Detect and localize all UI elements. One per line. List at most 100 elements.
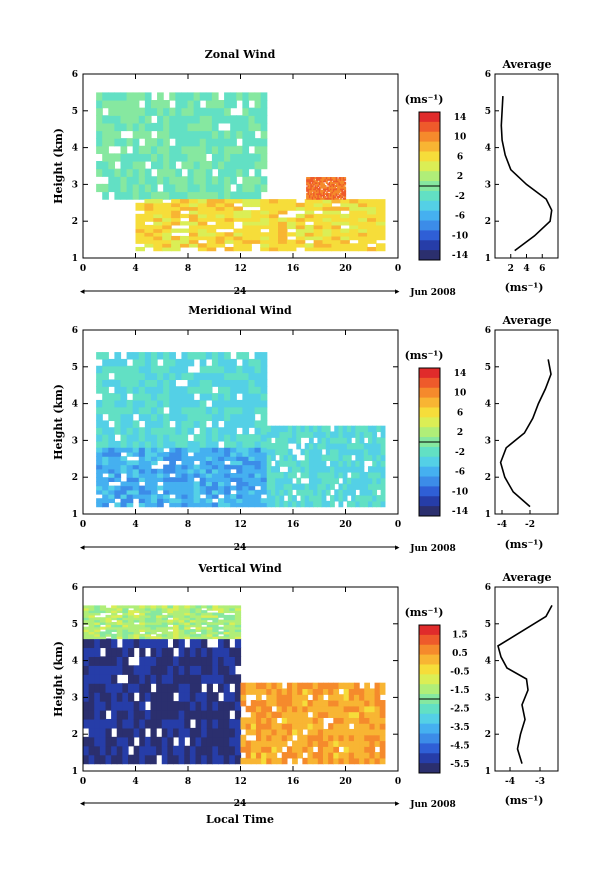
heatmap-cell	[308, 192, 311, 195]
heatmap-cell	[295, 235, 306, 241]
heatmap-cell	[218, 683, 225, 693]
heatmap-cell	[218, 612, 225, 616]
heatmap-cell	[114, 153, 122, 162]
heatmap-cell	[317, 500, 323, 508]
heatmap-cell	[206, 228, 217, 233]
heatmap-cell	[355, 454, 361, 461]
heatmap-cell	[224, 502, 231, 508]
heatmap-cell	[139, 692, 146, 702]
heatmap-cell	[197, 217, 208, 222]
heatmap-cell	[205, 464, 213, 470]
heatmap-cell	[331, 195, 334, 199]
heatmap-cell	[169, 502, 176, 508]
heatmap-cell	[338, 757, 345, 765]
heatmap-cell	[269, 210, 279, 215]
heatmap-cell	[175, 399, 183, 408]
heatmap-cell	[223, 638, 230, 649]
colorbar-swatch	[419, 200, 440, 212]
heatmap-cell	[353, 682, 360, 690]
heatmap-cell	[248, 420, 256, 428]
heatmap-cell	[215, 224, 226, 230]
heatmap-cell	[199, 168, 207, 177]
heatmap-cell	[206, 692, 213, 702]
heatmap-cell	[287, 454, 293, 461]
heatmap-cell	[163, 451, 170, 457]
heatmap-cell	[315, 181, 318, 184]
heatmap-cell	[199, 477, 207, 483]
heatmap-cell	[292, 483, 297, 490]
heatmap-cell	[236, 498, 243, 504]
heatmap-cell	[224, 481, 231, 487]
heatmap-cell	[353, 694, 360, 701]
heatmap-cell	[254, 161, 262, 170]
heatmap-cell	[234, 612, 242, 616]
heatmap-cell	[248, 451, 256, 457]
heatmap-cell	[181, 494, 189, 499]
average-y-tick-label: 4	[485, 657, 491, 667]
heatmap-cell	[120, 494, 128, 499]
heatmap-cell	[358, 206, 368, 211]
heatmap-cell	[162, 221, 172, 226]
heatmap-cell	[193, 481, 201, 487]
heatmap-cell	[178, 621, 185, 625]
heatmap-cell	[102, 168, 109, 177]
heatmap-cell	[295, 206, 306, 211]
heatmap-cell	[218, 386, 225, 394]
heatmap-cell	[144, 477, 152, 483]
heatmap-cell	[236, 372, 243, 381]
heatmap-cell	[236, 122, 243, 132]
heatmap-cell	[330, 443, 335, 450]
heatmap-cell	[132, 468, 140, 474]
heatmap-cell	[99, 638, 107, 649]
heatmap-cell	[230, 399, 237, 408]
heatmap-cell	[193, 130, 201, 139]
heatmap-cell	[199, 365, 207, 374]
heatmap-cell	[211, 138, 219, 147]
heatmap-cell	[330, 431, 335, 438]
heatmap-cell	[111, 736, 118, 747]
heatmap-cell	[344, 181, 347, 184]
heatmap-cell	[139, 701, 146, 711]
heatmap-cell	[199, 427, 207, 435]
heatmap-cell	[187, 393, 195, 401]
heatmap-cell	[205, 161, 213, 170]
heatmap-cell	[83, 745, 90, 756]
heatmap-cell	[138, 107, 146, 116]
heatmap-cell	[328, 192, 331, 195]
heatmap-cell	[157, 130, 164, 139]
heatmap-cell	[308, 477, 314, 485]
heatmap-cell	[342, 448, 348, 456]
heatmap-cell	[150, 647, 157, 657]
heatmap-cell	[302, 700, 309, 707]
heatmap-cell	[312, 705, 319, 713]
heatmap-cell	[260, 352, 268, 360]
heatmap-cell	[199, 434, 207, 442]
heatmap-cell	[212, 624, 219, 628]
heatmap-cell	[317, 694, 324, 701]
heatmap-cell	[144, 638, 152, 649]
heatmap-cell	[359, 711, 365, 718]
heatmap-cell	[310, 191, 313, 194]
heatmap-cell	[132, 183, 140, 193]
heatmap-cell	[332, 177, 335, 180]
heatmap-cell	[321, 431, 327, 438]
heatmap-cell	[242, 468, 250, 474]
heatmap-cell	[254, 494, 262, 499]
heatmap-cell	[260, 464, 268, 470]
heatmap-cell	[116, 736, 123, 747]
heatmap-cell	[224, 494, 231, 499]
heatmap-cell	[240, 734, 247, 742]
heatmap-cell	[161, 610, 168, 614]
heatmap-cell	[376, 443, 382, 450]
heatmap-cell	[99, 727, 107, 738]
heatmap-cell	[167, 633, 174, 637]
heatmap-cell	[234, 683, 242, 693]
heatmap-cell	[248, 498, 256, 504]
heatmap-cell	[218, 472, 225, 478]
heatmap-cell	[144, 352, 152, 360]
heatmap-cell	[266, 757, 273, 765]
heatmap-cell	[348, 757, 355, 765]
heatmap-cell	[195, 617, 202, 621]
heatmap-cell	[105, 614, 112, 618]
heatmap-cell	[313, 477, 318, 485]
